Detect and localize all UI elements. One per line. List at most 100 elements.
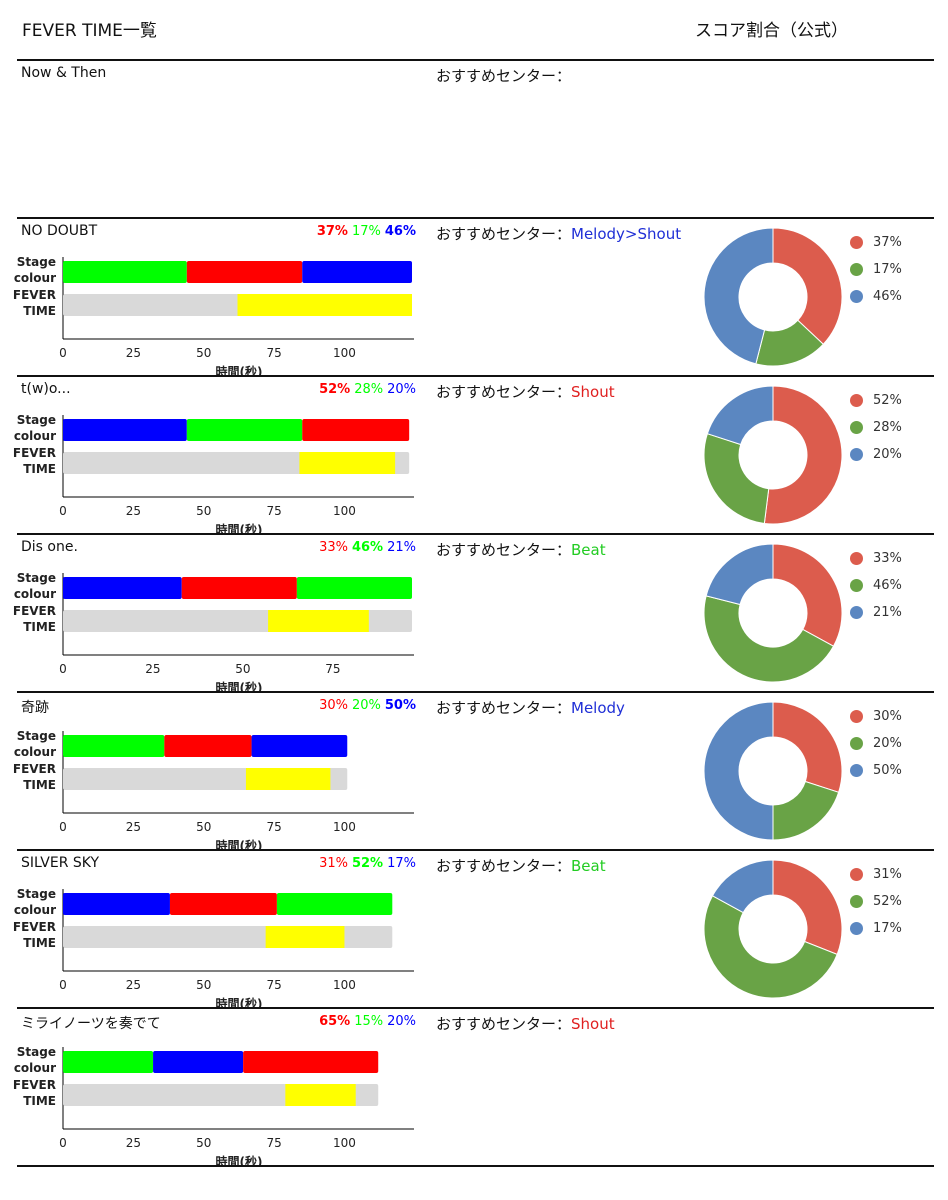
- donut-slice: [772, 701, 843, 793]
- x-tick-label: 25: [145, 662, 160, 676]
- stage-bar-green: [276, 893, 393, 915]
- section-divider: [17, 59, 934, 61]
- stage-bar-red: [181, 577, 297, 599]
- recommended-center-label: おすすめセンター：: [436, 699, 572, 717]
- timeline-chart: Stage colour FEVER TIME 0 25 50 75 100 時間(秒): [13, 1045, 414, 1165]
- fever-time-label: FEVER: [13, 762, 56, 776]
- stage-bar-green: [63, 261, 187, 283]
- x-tick-label: 50: [196, 1136, 211, 1150]
- score-percents: 65% 15% 20%: [315, 1014, 416, 1029]
- donut-slice: [703, 433, 770, 525]
- song-section: SILVER SKY 31% 52% 17% おすすめセンター：Beat Stage col…: [0, 851, 948, 1007]
- fever-time-label: TIME: [23, 462, 56, 476]
- legend-label: 30%: [873, 709, 902, 724]
- stage-bar-red: [243, 1051, 379, 1073]
- stage-bar-blue: [302, 261, 412, 283]
- score-donut-chart: [703, 859, 843, 999]
- x-tick-label: 25: [126, 1136, 141, 1150]
- donut-slice: [711, 859, 774, 914]
- score-percent-green: 20%: [351, 698, 381, 713]
- legend-item: 20%: [850, 441, 902, 468]
- x-tick-label: 100: [333, 504, 356, 518]
- x-tick-label: 0: [59, 662, 67, 676]
- legend-dot: [850, 421, 863, 434]
- score-percents: 37% 17% 46%: [313, 224, 416, 239]
- song-title: t(w)o...: [21, 381, 71, 397]
- donut-slice: [772, 227, 843, 345]
- legend-item: 50%: [850, 757, 902, 784]
- stage-colour-label: Stage: [17, 413, 56, 427]
- stage-colour-label: colour: [14, 587, 56, 601]
- score-ratio-title: スコア割合（公式）: [695, 21, 848, 41]
- x-tick-label: 75: [266, 504, 281, 518]
- stage-colour-label: colour: [14, 429, 56, 443]
- score-percent-red: 31%: [319, 856, 348, 871]
- legend-item: 17%: [850, 256, 902, 283]
- x-tick-label: 0: [59, 346, 67, 360]
- section-divider: [17, 1165, 934, 1167]
- x-axis-label: 時間(秒): [216, 680, 263, 691]
- recommended-center: おすすめセンター：Melody>Shout: [436, 223, 681, 244]
- stage-bar-green: [296, 577, 412, 599]
- score-percents: 52% 28% 20%: [315, 382, 416, 397]
- song-section: 奇跡 30% 20% 50% おすすめセンター：Melody Stage colour FEV…: [0, 693, 948, 849]
- section-divider: [17, 533, 934, 535]
- stage-colour-label: Stage: [17, 255, 56, 269]
- legend-dot: [850, 710, 863, 723]
- stage-bar-green: [63, 735, 165, 757]
- x-axis-label: 時間(秒): [216, 522, 263, 533]
- recommended-center: おすすめセンター：Melody: [436, 697, 625, 718]
- legend-item: 31%: [850, 861, 902, 888]
- recommended-center: おすすめセンター：Shout: [436, 381, 615, 402]
- legend-label: 52%: [873, 393, 902, 408]
- fever-bar-fever: [237, 294, 412, 316]
- score-percent-blue: 20%: [387, 1014, 416, 1029]
- recommended-center-value: Melody: [571, 699, 625, 717]
- fever-time-label: FEVER: [13, 1078, 56, 1092]
- x-tick-label: 75: [266, 978, 281, 992]
- donut-slice: [703, 895, 838, 999]
- x-tick-label: 25: [126, 820, 141, 834]
- recommended-center-value: Melody>Shout: [571, 225, 682, 243]
- fever-time-label: TIME: [23, 778, 56, 792]
- legend-item: 28%: [850, 414, 902, 441]
- song-title: ミライノーツを奏でて: [21, 1016, 161, 1032]
- legend-item: 52%: [850, 387, 902, 414]
- fever-time-label: FEVER: [13, 446, 56, 460]
- stage-bar-blue: [63, 577, 182, 599]
- score-percent-blue: 50%: [384, 698, 416, 713]
- section-divider: [17, 375, 934, 377]
- song-section: Now & Then おすすめセンター：: [0, 61, 948, 217]
- score-donut-chart: [703, 227, 843, 367]
- score-percent-red: 65%: [319, 1014, 351, 1029]
- recommended-center-label: おすすめセンター：: [436, 857, 572, 875]
- legend-label: 21%: [873, 605, 902, 620]
- legend-item: 46%: [850, 572, 902, 599]
- recommended-center: おすすめセンター：Beat: [436, 855, 606, 876]
- score-percent-green: 28%: [354, 382, 384, 397]
- score-percent-red: 30%: [319, 698, 348, 713]
- donut-legend: 33% 46% 21%: [850, 545, 902, 626]
- legend-label: 50%: [873, 763, 902, 778]
- recommended-center-value: Beat: [571, 541, 606, 559]
- donut-legend: 37% 17% 46%: [850, 229, 902, 310]
- song-title: Now & Then: [21, 65, 107, 81]
- legend-dot: [850, 448, 863, 461]
- legend-dot: [850, 552, 863, 565]
- donut-slice: [703, 595, 835, 683]
- legend-label: 20%: [873, 736, 902, 751]
- legend-item: 33%: [850, 545, 902, 572]
- legend-label: 52%: [873, 894, 902, 909]
- recommended-center: おすすめセンター：Shout: [436, 1013, 615, 1034]
- fever-bar-fever: [285, 1084, 356, 1106]
- score-percent-blue: 17%: [387, 856, 416, 871]
- fever-time-label: FEVER: [13, 604, 56, 618]
- x-tick-label: 50: [235, 662, 250, 676]
- legend-dot: [850, 868, 863, 881]
- score-percents: 30% 20% 50%: [315, 698, 416, 713]
- x-tick-label: 0: [59, 820, 67, 834]
- donut-legend: 31% 52% 17%: [850, 861, 902, 942]
- song-section: Dis one. 33% 46% 21% おすすめセンター：Beat Stage colou…: [0, 535, 948, 691]
- score-donut-chart: [703, 543, 843, 683]
- page-title: FEVER TIME一覧: [22, 21, 157, 41]
